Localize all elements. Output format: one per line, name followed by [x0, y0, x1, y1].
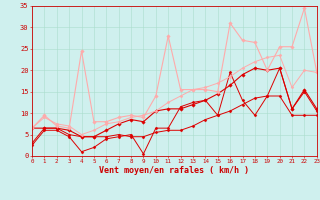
X-axis label: Vent moyen/en rafales ( km/h ): Vent moyen/en rafales ( km/h ) — [100, 166, 249, 175]
